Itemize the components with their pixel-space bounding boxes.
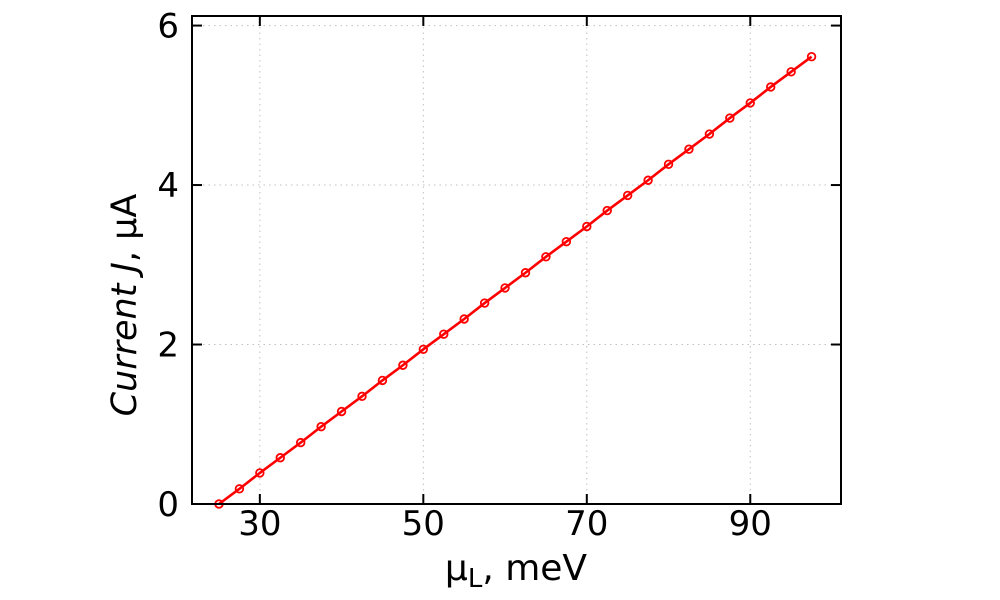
x-axis-label-mu: μ [444,548,468,589]
data-point [643,175,653,185]
x-axis-label-subscript: L [467,564,483,594]
y-tick-label: 6 [157,7,179,47]
x-tick-label: 50 [402,504,445,544]
data-point [602,205,612,216]
data-point [357,391,367,402]
data-point [398,360,408,370]
y-axis-label-quantity: Current J [105,262,145,417]
data-point [806,51,817,62]
x-axis-label: μL, meV [316,548,716,593]
data-point [459,314,469,324]
data-point [316,421,326,432]
data-point [520,268,531,278]
data-point [725,113,735,123]
data-line [218,55,813,506]
data-point [255,468,265,478]
data-point [622,190,633,201]
data-point [377,375,388,386]
plot-border [191,15,842,505]
data-point [439,329,449,339]
data-point [418,344,429,355]
data-point [296,437,306,448]
data-point [684,144,694,154]
data-point [336,406,347,417]
data-point [541,252,551,262]
data-point [786,67,796,77]
data-point [704,129,715,139]
data-point [479,298,490,308]
data-point [561,236,572,247]
y-tick-label: 2 [157,326,179,366]
x-tick-label: 90 [729,504,772,544]
y-axis-label: Current J, μA [104,95,146,515]
x-tick-label: 70 [565,504,608,544]
x-axis-label-units: , meV [482,548,588,589]
data-point [234,484,245,494]
y-tick-label: 0 [157,485,179,525]
x-tick-label: 30 [238,504,281,544]
data-point [500,283,510,293]
data-point [275,453,285,463]
y-axis-label-units: , μA [105,193,145,263]
data-point [766,82,776,92]
data-point [582,221,592,232]
y-tick-label: 4 [157,166,179,206]
data-point [745,98,755,108]
data-point [663,159,674,170]
